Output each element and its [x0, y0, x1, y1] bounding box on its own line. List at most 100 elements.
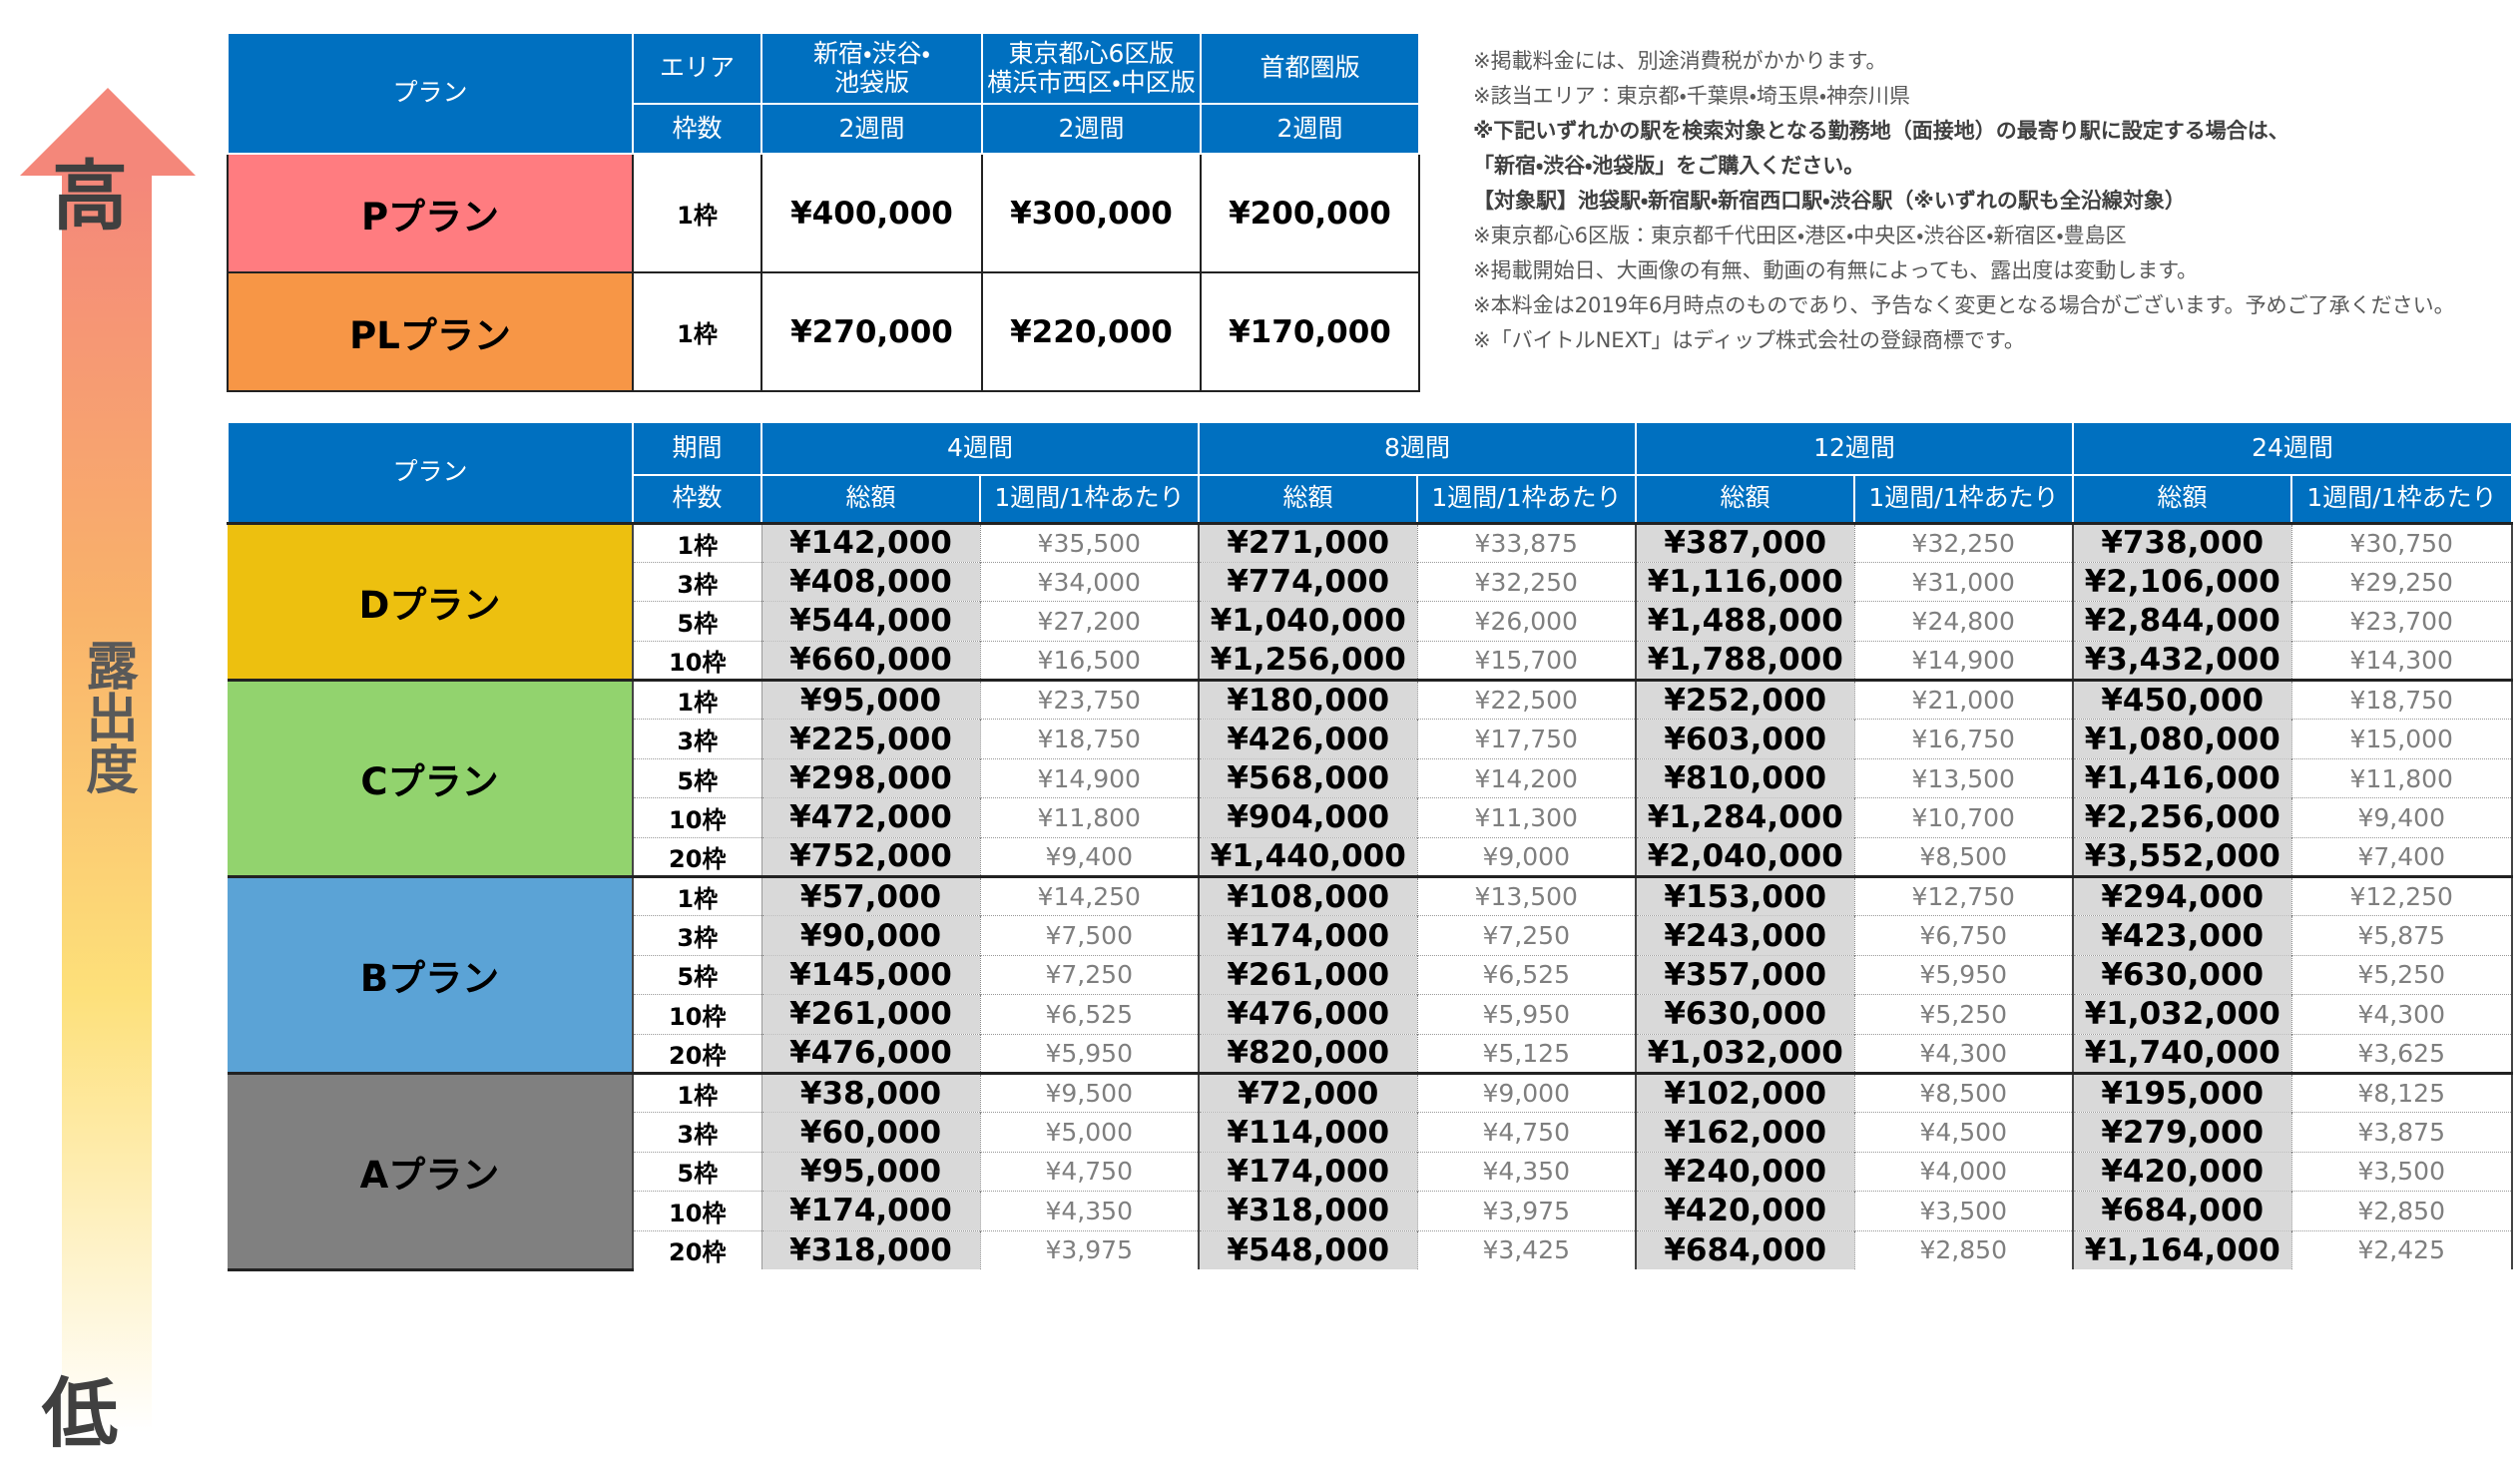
slot-count: 10枠 [633, 1191, 762, 1231]
notes: ※掲載料金には、別途消費税がかかります。 ※該当エリア：東京都・千葉県・埼玉県・神… [1473, 44, 2455, 358]
total-price: ¥145,000 [761, 954, 981, 995]
header-cell: 新宿・渋谷・ 池袋版 [760, 32, 983, 105]
total-price: ¥423,000 [2073, 915, 2292, 956]
total-price: ¥904,000 [1199, 797, 1418, 838]
price-row: 10枠 ¥261,000 ¥6,525 ¥476,000 ¥5,950 ¥630,000 ¥… [228, 994, 2513, 1035]
total-price: ¥774,000 [1199, 561, 1418, 602]
unit-price: ¥21,000 [1854, 679, 2074, 720]
total-price: ¥810,000 [1636, 757, 1855, 798]
price-row: 10枠 ¥472,000 ¥11,800 ¥904,000 ¥11,300 ¥1,284,… [228, 797, 2513, 838]
header-row: プラン エリア 新宿・渋谷・ 池袋版 東京都心6区版 横浜市西区・中区版 首都圏版 [227, 32, 1420, 155]
unit-price: ¥11,300 [1417, 797, 1637, 838]
low-label: 低 [42, 1369, 118, 1458]
header-cell: 期間 [632, 421, 762, 476]
unit-price: ¥15,000 [2291, 719, 2513, 759]
unit-price: ¥3,625 [2291, 1033, 2513, 1074]
price-row: 5枠 ¥95,000 ¥4,750 ¥174,000 ¥4,350 ¥240,000 ¥4,… [228, 1151, 2513, 1192]
unit-price: ¥2,850 [2291, 1191, 2513, 1231]
total-price: ¥95,000 [761, 679, 981, 720]
unit-price: ¥5,950 [1854, 954, 2074, 995]
slot-count: 3枠 [633, 915, 762, 956]
total-price: ¥271,000 [1199, 521, 1418, 563]
total-price: ¥1,164,000 [2073, 1229, 2292, 1270]
arrow-head [20, 88, 196, 176]
price-row: 10枠 ¥174,000 ¥4,350 ¥318,000 ¥3,975 ¥420,000 ¥… [228, 1191, 2513, 1231]
exposure-label: 露出度 [77, 639, 137, 794]
total-price: ¥603,000 [1636, 719, 1855, 759]
note: ※該当エリア：東京都・千葉県・埼玉県・神奈川県 [1473, 84, 1911, 108]
plan-name: Dプラン [228, 521, 634, 683]
total-price: ¥57,000 [761, 875, 981, 916]
unit-price: ¥5,000 [980, 1112, 1200, 1153]
note: ※東京都心6区版：東京都千代田区・港区・中央区・渋谷区・新宿区・豊島区 [1473, 224, 2127, 247]
unit-price: ¥17,750 [1417, 719, 1637, 759]
plan-name: Pプラン [227, 153, 634, 273]
total-price: ¥2,040,000 [1636, 836, 1855, 877]
total-price: ¥738,000 [2073, 521, 2292, 563]
header-cell: 2週間 [981, 103, 1202, 155]
plan-name: Aプラン [228, 1071, 634, 1271]
unit-price: ¥24,800 [1854, 601, 2074, 642]
unit-price: ¥3,875 [2291, 1112, 2513, 1153]
unit-price: ¥8,500 [1854, 1071, 2074, 1113]
total-price: ¥408,000 [761, 561, 981, 602]
total-price: ¥90,000 [761, 915, 981, 956]
note: ※掲載料金には、別途消費税がかかります。 [1473, 49, 1887, 73]
total-price: ¥2,106,000 [2073, 561, 2292, 602]
total-price: ¥2,256,000 [2073, 797, 2292, 838]
unit-price: ¥3,500 [2291, 1151, 2513, 1192]
total-price: ¥261,000 [761, 994, 981, 1035]
unit-price: ¥5,950 [1417, 994, 1637, 1035]
unit-price: ¥14,900 [1854, 640, 2074, 681]
total-price: ¥3,552,000 [2073, 836, 2292, 877]
slot-count: 10枠 [633, 640, 762, 681]
unit-price: ¥26,000 [1417, 601, 1637, 642]
header-cell: 1週間/1枠あたり [2290, 474, 2513, 524]
header-cell: 総額 [760, 474, 981, 524]
header-row: 枠数 2週間 2週間 2週間 [228, 103, 1420, 155]
unit-price: ¥14,300 [2291, 640, 2513, 681]
price-row: 5枠 ¥298,000 ¥14,900 ¥568,000 ¥14,200 ¥810,000… [228, 757, 2513, 798]
unit-price: ¥10,700 [1854, 797, 2074, 838]
total-price: ¥1,080,000 [2073, 719, 2292, 759]
unit-price: ¥7,250 [1417, 915, 1637, 956]
plan-name: Bプラン [228, 875, 634, 1075]
unit-price: ¥7,500 [980, 915, 1200, 956]
total-price: ¥180,000 [1199, 679, 1418, 720]
total-price: ¥72,000 [1199, 1071, 1418, 1113]
unit-price: ¥34,000 [980, 561, 1200, 602]
total-price: ¥3,432,000 [2073, 640, 2292, 681]
total-price: ¥318,000 [761, 1229, 981, 1270]
total-price: ¥2,844,000 [2073, 601, 2292, 642]
total-price: ¥243,000 [1636, 915, 1855, 956]
plan-row: Pプラン 1枠 ¥400,000 ¥300,000 ¥200,000 [227, 153, 1420, 273]
slot-count: 10枠 [633, 994, 762, 1035]
price: ¥200,000 [1200, 153, 1420, 273]
slot-count: 1枠 [633, 875, 762, 916]
total-price: ¥630,000 [1636, 994, 1855, 1035]
unit-price: ¥23,750 [980, 679, 1200, 720]
total-price: ¥684,000 [1636, 1229, 1855, 1270]
total-price: ¥174,000 [761, 1191, 981, 1231]
total-price: ¥1,788,000 [1636, 640, 1855, 681]
total-price: ¥1,440,000 [1199, 836, 1418, 877]
unit-price: ¥4,300 [2291, 994, 2513, 1035]
header-cell: 枠数 [632, 103, 762, 155]
unit-price: ¥8,500 [1854, 836, 2074, 877]
total-price: ¥476,000 [1199, 994, 1418, 1035]
unit-price: ¥3,500 [1854, 1191, 2074, 1231]
slot-count: 5枠 [633, 757, 762, 798]
unit-price: ¥4,350 [980, 1191, 1200, 1231]
price-row: Bプラン 1枠 ¥57,000 ¥14,250 ¥108,000 ¥13,500 ¥153,… [228, 875, 2513, 1075]
price-row: 20枠 ¥752,000 ¥9,400 ¥1,440,000 ¥9,000 ¥2,040,… [228, 836, 2513, 877]
unit-price: ¥6,525 [980, 994, 1200, 1035]
unit-price: ¥3,425 [1417, 1229, 1637, 1270]
header-cell: 総額 [1198, 474, 1418, 524]
total-price: ¥162,000 [1636, 1112, 1855, 1153]
price-row: 3枠 ¥60,000 ¥5,000 ¥114,000 ¥4,750 ¥162,000 ¥4,… [228, 1112, 2513, 1153]
unit-price: ¥14,900 [980, 757, 1200, 798]
unit-price: ¥15,700 [1417, 640, 1637, 681]
unit-price: ¥6,525 [1417, 954, 1637, 995]
price-row: Cプラン 1枠 ¥95,000 ¥23,750 ¥180,000 ¥22,500 ¥252,… [228, 679, 2513, 879]
unit-price: ¥9,500 [980, 1071, 1200, 1113]
